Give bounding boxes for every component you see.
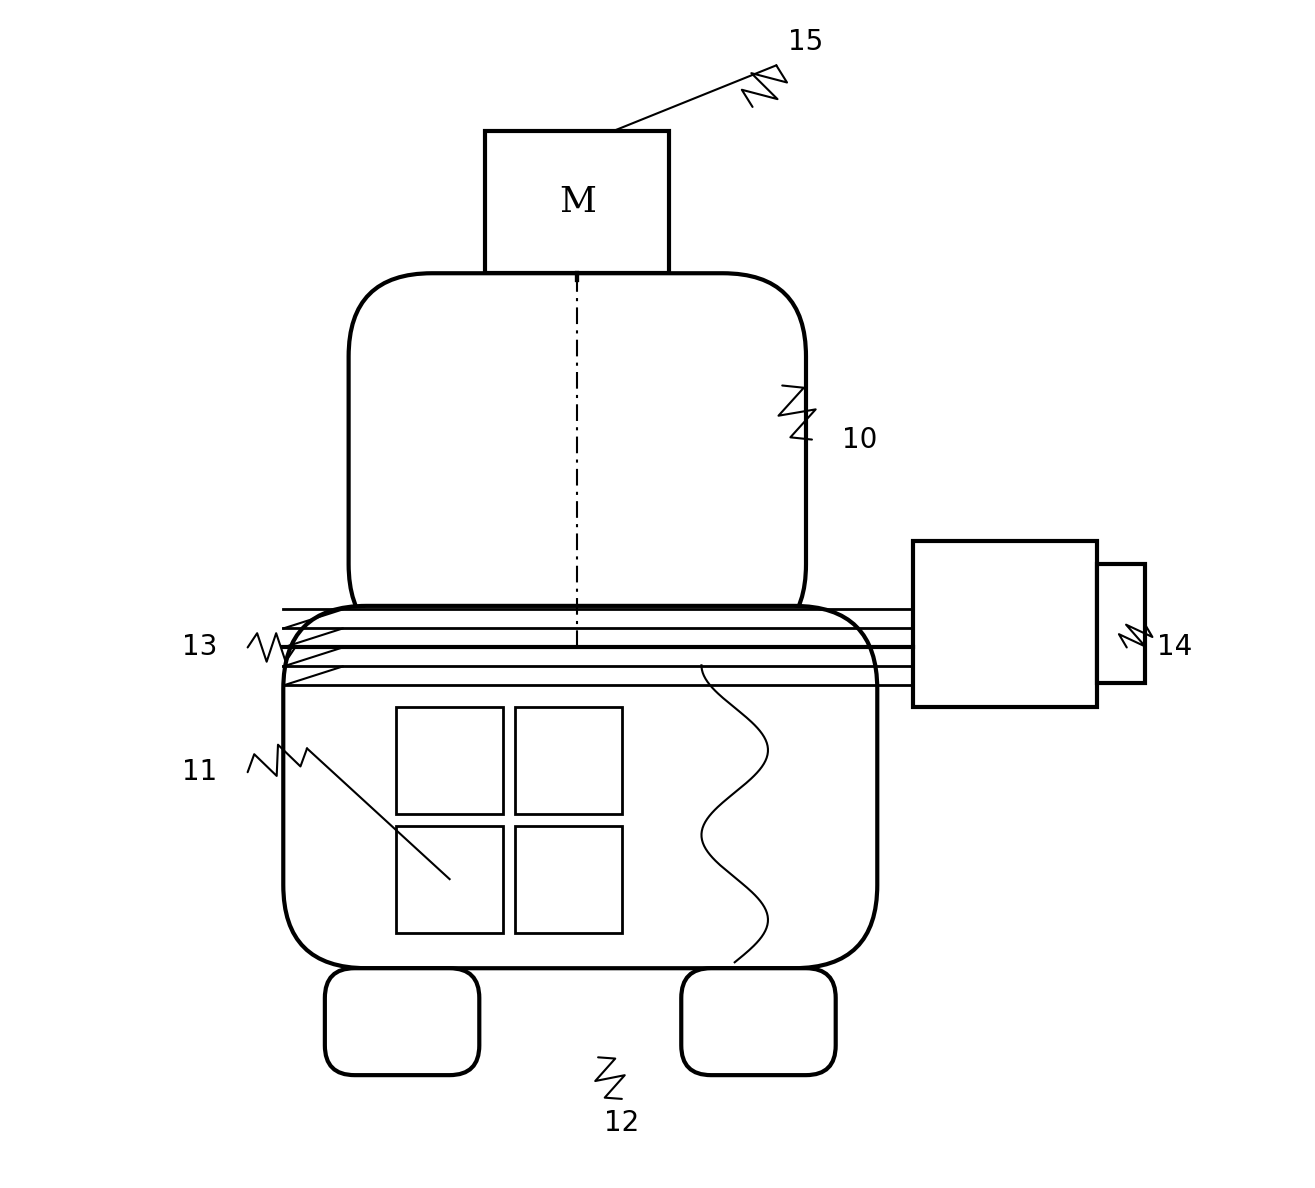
Bar [515,826,622,933]
Text: 14: 14 [1157,633,1191,662]
Text: 11: 11 [183,758,218,786]
Bar [396,826,504,933]
FancyBboxPatch shape [348,273,806,647]
FancyBboxPatch shape [681,968,836,1075]
Text: M: M [559,185,596,219]
Bar [913,541,1097,707]
Bar [1097,564,1144,683]
FancyBboxPatch shape [283,606,877,968]
Bar [515,707,622,814]
FancyBboxPatch shape [325,968,479,1075]
Bar [485,131,669,273]
Text: 13: 13 [183,633,218,662]
Bar [396,707,504,814]
Text: 10: 10 [842,425,877,454]
Text: 12: 12 [604,1108,639,1137]
Text: 15: 15 [789,27,823,56]
